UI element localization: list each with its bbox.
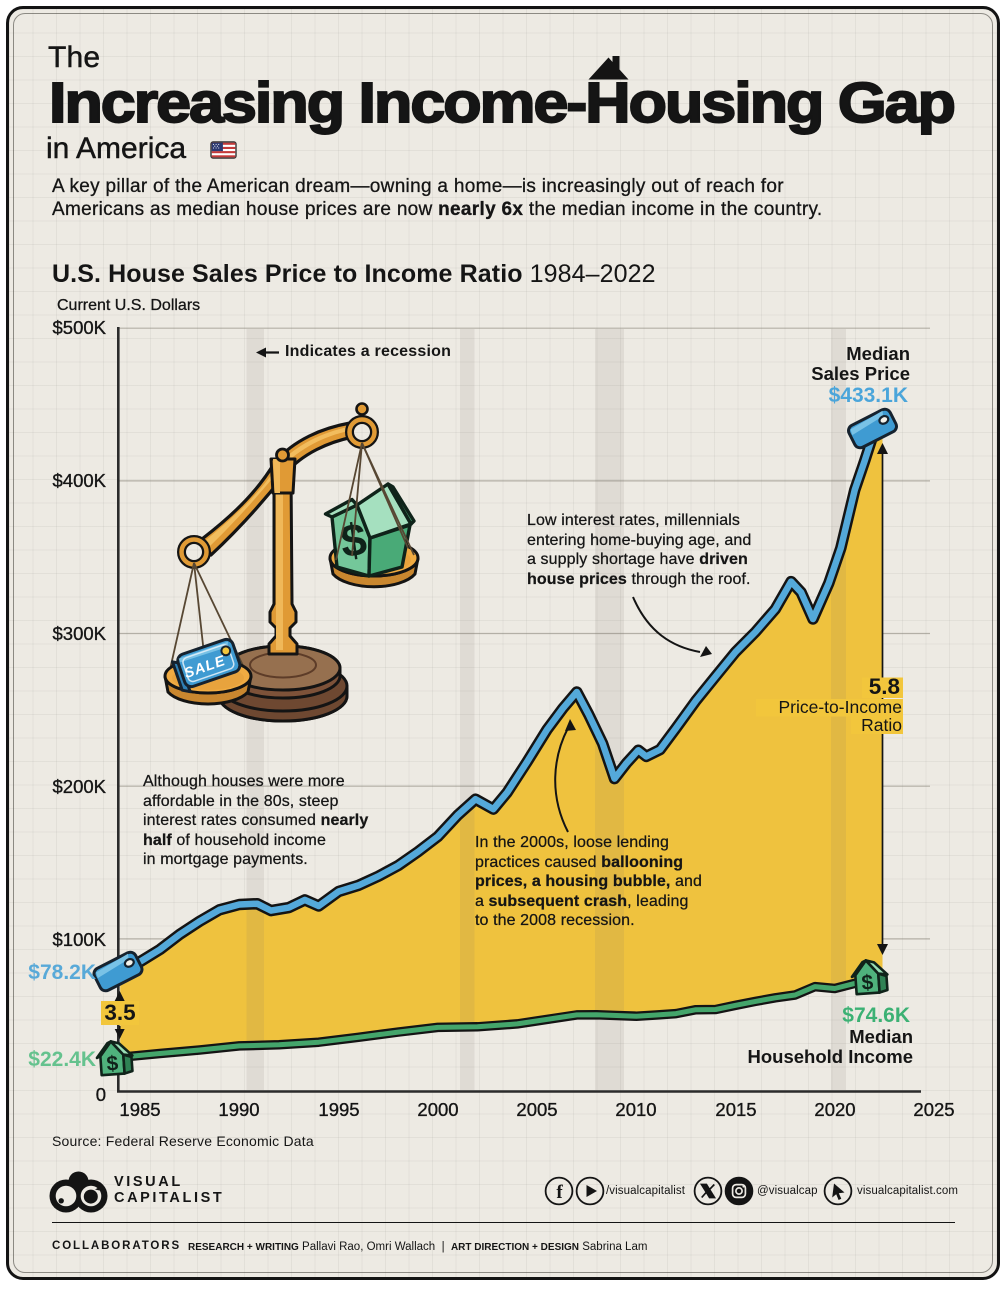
svg-text:f: f — [556, 1182, 563, 1203]
svg-text:$: $ — [861, 971, 875, 995]
svg-text:$: $ — [106, 1052, 120, 1076]
